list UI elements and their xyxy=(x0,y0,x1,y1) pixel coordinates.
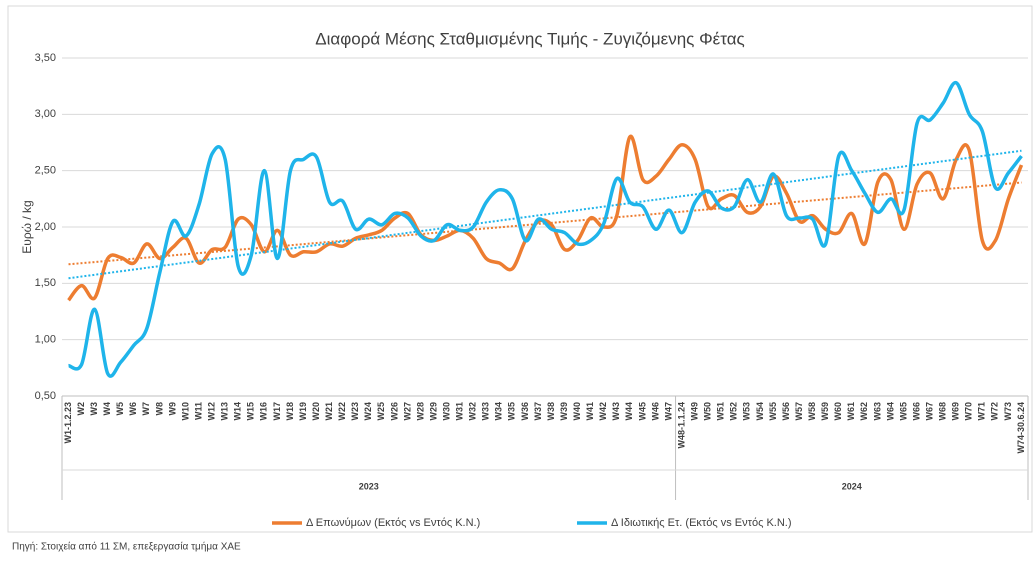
x-tick-label: W44 xyxy=(624,402,634,421)
x-tick-label: W39 xyxy=(559,402,569,421)
y-tick-label: 1,00 xyxy=(35,334,56,346)
chart-frame xyxy=(7,5,1033,533)
x-tick-label: W9 xyxy=(167,402,177,416)
x-tick-label: W22 xyxy=(337,402,347,421)
x-tick-label: W67 xyxy=(924,402,934,421)
x-tick-label: W26 xyxy=(389,402,399,421)
series-line xyxy=(67,134,1024,302)
x-tick-label: W66 xyxy=(911,402,921,421)
x-tick-label: W47 xyxy=(663,402,673,421)
x-tick-label: W34 xyxy=(494,402,504,421)
x-tick-label: W61 xyxy=(846,402,856,421)
x-tick-label: W5 xyxy=(115,402,125,416)
x-tick-label: W15 xyxy=(246,402,256,421)
x-tick-label: W73 xyxy=(1003,402,1013,421)
source-note: Πηγή: Στοιχεία από 11 ΣΜ, επεξεργασία τμ… xyxy=(12,541,241,553)
x-tick-label: W57 xyxy=(794,402,804,421)
x-tick-label: W50 xyxy=(703,402,713,421)
x-tick-label: W72 xyxy=(990,402,1000,421)
x-tick-label: W13 xyxy=(220,402,230,421)
x-tick-label: W30 xyxy=(441,402,451,421)
x-tick-label: W16 xyxy=(259,402,269,421)
x-tick-label: W70 xyxy=(964,402,974,421)
x-tick-label: W31 xyxy=(455,402,465,421)
x-tick-label: W62 xyxy=(859,402,869,421)
y-tick-label: 1,50 xyxy=(35,277,56,289)
x-tick-label: W37 xyxy=(533,402,543,421)
y-tick-label: 3,00 xyxy=(35,108,56,120)
x-tick-label: W59 xyxy=(820,402,830,421)
x-tick-label: W25 xyxy=(376,402,386,421)
x-tick-label: W53 xyxy=(742,402,752,421)
x-tick-label: W41 xyxy=(585,402,595,421)
x-tick-label: W74-30.6.24 xyxy=(1016,402,1026,454)
x-tick-label: W65 xyxy=(898,402,908,421)
x-tick-label: W12 xyxy=(206,402,216,421)
x-tick-label: W35 xyxy=(507,402,517,421)
x-tick-label: W1-1.2.23 xyxy=(63,402,73,444)
x-tick-label: W40 xyxy=(572,402,582,421)
x-tick-label: W24 xyxy=(363,402,373,421)
trend-line xyxy=(68,149,1022,280)
x-tick-label: W71 xyxy=(977,402,987,421)
x-tick-label: W43 xyxy=(611,402,621,421)
x-tick-label: W33 xyxy=(481,402,491,421)
y-tick-label: 3,50 xyxy=(35,52,56,64)
x-tick-label: W48-1.1.24 xyxy=(676,402,686,449)
y-tick-label: 2,00 xyxy=(35,221,56,233)
x-tick-label: W4 xyxy=(102,402,112,416)
group-label: 2024 xyxy=(842,481,862,491)
y-tick-label: 0,50 xyxy=(35,390,56,402)
legend-label: Δ Ιδιωτικής Ετ. (Εκτός vs Εντός Κ.Ν.) xyxy=(611,517,792,529)
x-tick-label: W20 xyxy=(311,402,321,421)
x-tick-label: W51 xyxy=(716,402,726,421)
y-tick-label: 2,50 xyxy=(35,165,56,177)
x-tick-label: W14 xyxy=(233,402,243,421)
x-tick-label: W2 xyxy=(76,402,86,416)
x-tick-label: W6 xyxy=(128,402,138,416)
x-tick-label: W55 xyxy=(768,402,778,421)
group-label: 2023 xyxy=(359,481,379,491)
x-tick-label: W21 xyxy=(324,402,334,421)
x-tick-label: W69 xyxy=(951,402,961,421)
x-tick-label: W17 xyxy=(272,402,282,421)
legend-label: Δ Επωνύμων (Εκτός vs Εντός Κ.Ν.) xyxy=(306,517,480,529)
x-tick-label: W29 xyxy=(428,402,438,421)
x-tick-label: W11 xyxy=(193,402,203,420)
x-tick-label: W64 xyxy=(885,402,895,421)
x-tick-label: W46 xyxy=(650,402,660,421)
y-axis-label: Ευρώ / kg xyxy=(20,200,34,253)
chart-title: Διαφορά Μέσης Σταθμισμένης Τιμής - Ζυγιζ… xyxy=(315,29,744,48)
x-tick-label: W68 xyxy=(938,402,948,421)
x-tick-label: W42 xyxy=(598,402,608,421)
x-tick-label: W27 xyxy=(402,402,412,421)
series-line xyxy=(68,81,1023,378)
x-tick-label: W18 xyxy=(285,402,295,421)
x-tick-label: W8 xyxy=(154,402,164,416)
x-tick-label: W38 xyxy=(546,402,556,421)
x-tick-label: W10 xyxy=(180,402,190,421)
x-tick-label: W60 xyxy=(833,402,843,421)
x-tick-label: W45 xyxy=(637,402,647,421)
x-tick-label: W56 xyxy=(781,402,791,421)
x-tick-label: W63 xyxy=(872,402,882,421)
x-tick-label: W52 xyxy=(729,402,739,421)
x-tick-label: W19 xyxy=(298,402,308,421)
x-tick-label: W49 xyxy=(689,402,699,421)
x-tick-label: W54 xyxy=(755,402,765,421)
x-tick-label: W7 xyxy=(141,402,151,416)
x-tick-label: W3 xyxy=(89,402,99,416)
x-tick-label: W36 xyxy=(520,402,530,421)
x-tick-label: W28 xyxy=(415,402,425,421)
x-tick-label: W58 xyxy=(807,402,817,421)
x-tick-label: W23 xyxy=(350,402,360,421)
x-tick-label: W32 xyxy=(468,402,478,421)
trend-line xyxy=(68,181,1022,266)
